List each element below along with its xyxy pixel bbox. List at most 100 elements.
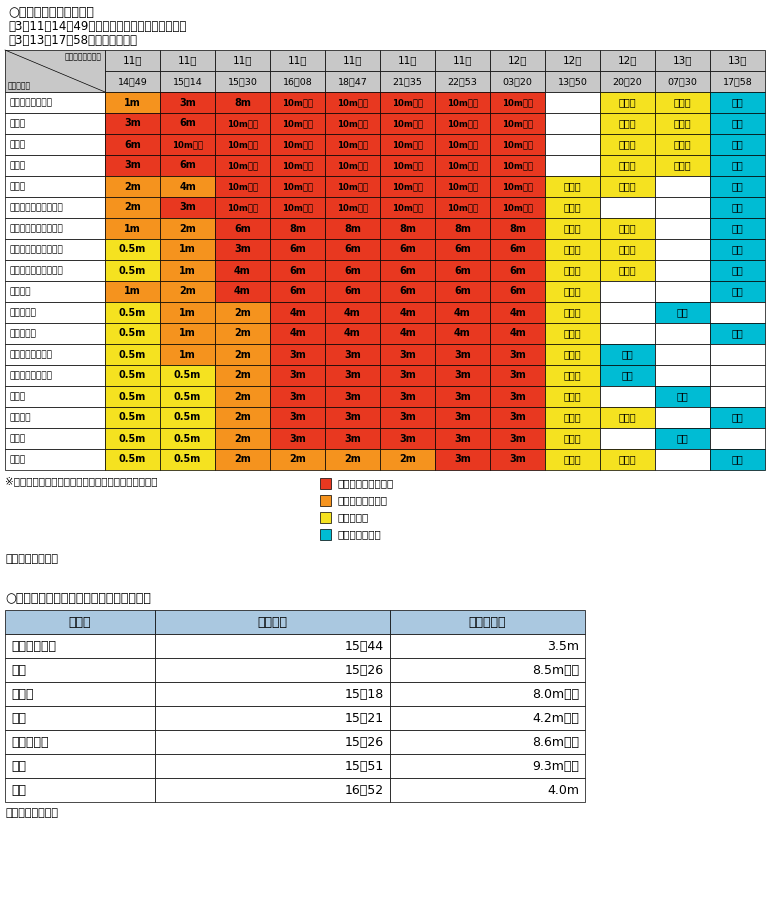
Text: 4m: 4m xyxy=(454,329,471,339)
Bar xyxy=(710,260,765,281)
Bar xyxy=(545,386,600,407)
Text: 15：44: 15：44 xyxy=(345,639,384,653)
Bar xyxy=(325,344,380,365)
Bar xyxy=(5,218,105,239)
Text: 16：08: 16：08 xyxy=(282,77,312,86)
Bar xyxy=(490,323,545,344)
Text: 千葉県内房: 千葉県内房 xyxy=(9,308,36,317)
Text: 6m: 6m xyxy=(509,287,526,297)
Bar xyxy=(5,134,105,155)
Text: 千葉県九十九里・外房: 千葉県九十九里・外房 xyxy=(9,203,62,212)
Bar xyxy=(160,260,215,281)
Bar xyxy=(545,239,600,260)
Bar xyxy=(600,176,655,197)
Bar xyxy=(545,71,600,92)
Text: 3m: 3m xyxy=(509,413,526,423)
Bar xyxy=(155,706,390,730)
Bar xyxy=(655,134,710,155)
Bar xyxy=(655,344,710,365)
Bar xyxy=(435,386,490,407)
Bar xyxy=(390,706,585,730)
Bar xyxy=(600,386,655,407)
Text: 解除: 解除 xyxy=(732,413,743,423)
Text: 0.5m: 0.5m xyxy=(119,371,146,381)
Text: 出典：気象庁資料: 出典：気象庁資料 xyxy=(5,808,58,818)
Bar xyxy=(600,155,655,176)
Bar xyxy=(215,218,270,239)
Text: 2m: 2m xyxy=(344,455,361,465)
Text: 3m: 3m xyxy=(454,455,471,465)
Bar xyxy=(390,730,585,754)
Bar xyxy=(545,197,600,218)
Bar xyxy=(435,155,490,176)
Bar xyxy=(655,281,710,302)
Text: 福島県: 福島県 xyxy=(9,161,25,170)
Bar xyxy=(5,386,105,407)
Text: 6m: 6m xyxy=(509,245,526,255)
Bar xyxy=(215,134,270,155)
Bar xyxy=(320,529,331,540)
Bar xyxy=(545,449,600,470)
Bar xyxy=(270,239,325,260)
Bar xyxy=(325,176,380,197)
Bar xyxy=(270,155,325,176)
Bar xyxy=(435,197,490,218)
Text: 2m: 2m xyxy=(179,224,196,234)
Bar xyxy=(490,218,545,239)
Bar xyxy=(380,50,435,71)
Bar xyxy=(215,428,270,449)
Text: 2m: 2m xyxy=(124,182,141,192)
Bar xyxy=(5,344,105,365)
Bar xyxy=(215,50,270,71)
Bar xyxy=(215,449,270,470)
Bar xyxy=(105,71,160,92)
Text: 釜石: 釜石 xyxy=(11,711,26,725)
Text: ※津波警報（大津波）を発表した津波予報区のみ掲示: ※津波警報（大津波）を発表した津波予報区のみ掲示 xyxy=(5,476,158,486)
Text: 10m以上: 10m以上 xyxy=(282,182,313,191)
Text: 4m: 4m xyxy=(234,266,251,276)
Bar xyxy=(545,113,600,134)
Bar xyxy=(655,239,710,260)
Text: 2m: 2m xyxy=(234,434,251,444)
Bar xyxy=(545,407,600,428)
Text: 3m: 3m xyxy=(399,434,416,444)
Bar xyxy=(325,428,380,449)
Bar xyxy=(155,658,390,682)
Bar xyxy=(600,260,655,281)
Bar xyxy=(105,260,160,281)
Bar xyxy=(5,113,105,134)
Bar xyxy=(105,239,160,260)
Text: 20：20: 20：20 xyxy=(612,77,643,86)
Bar xyxy=(160,113,215,134)
Text: 切下げ: 切下げ xyxy=(564,413,581,423)
Text: 10m以上: 10m以上 xyxy=(337,140,368,149)
Bar xyxy=(390,682,585,706)
Text: 6m: 6m xyxy=(454,266,471,276)
Text: 北海道太平洋沿岸東部: 北海道太平洋沿岸東部 xyxy=(9,245,62,254)
Bar xyxy=(710,113,765,134)
Text: 切下げ: 切下げ xyxy=(674,161,691,171)
Text: 解除: 解除 xyxy=(732,140,743,150)
Bar xyxy=(710,407,765,428)
Text: 10m以上: 10m以上 xyxy=(337,161,368,170)
Text: 6m: 6m xyxy=(124,140,141,150)
Text: 10m以上: 10m以上 xyxy=(392,182,423,191)
Bar xyxy=(5,92,105,113)
Bar xyxy=(325,155,380,176)
Text: 10m以上: 10m以上 xyxy=(447,119,478,128)
Text: 切下げ: 切下げ xyxy=(619,161,636,171)
Text: 解除: 解除 xyxy=(732,329,743,339)
Bar xyxy=(270,365,325,386)
Text: 1m: 1m xyxy=(124,224,141,234)
Text: 11日: 11日 xyxy=(452,56,472,66)
Text: 切下げ: 切下げ xyxy=(619,245,636,255)
Bar xyxy=(5,323,105,344)
Text: 15：18: 15：18 xyxy=(345,687,384,700)
Text: 10m以上: 10m以上 xyxy=(227,140,258,149)
Text: 11日: 11日 xyxy=(178,56,197,66)
Text: 16：52: 16：52 xyxy=(345,783,384,796)
Text: 8.5m以上: 8.5m以上 xyxy=(532,664,579,677)
Bar xyxy=(5,197,105,218)
Text: 岩手県: 岩手県 xyxy=(9,119,25,128)
Bar xyxy=(105,176,160,197)
